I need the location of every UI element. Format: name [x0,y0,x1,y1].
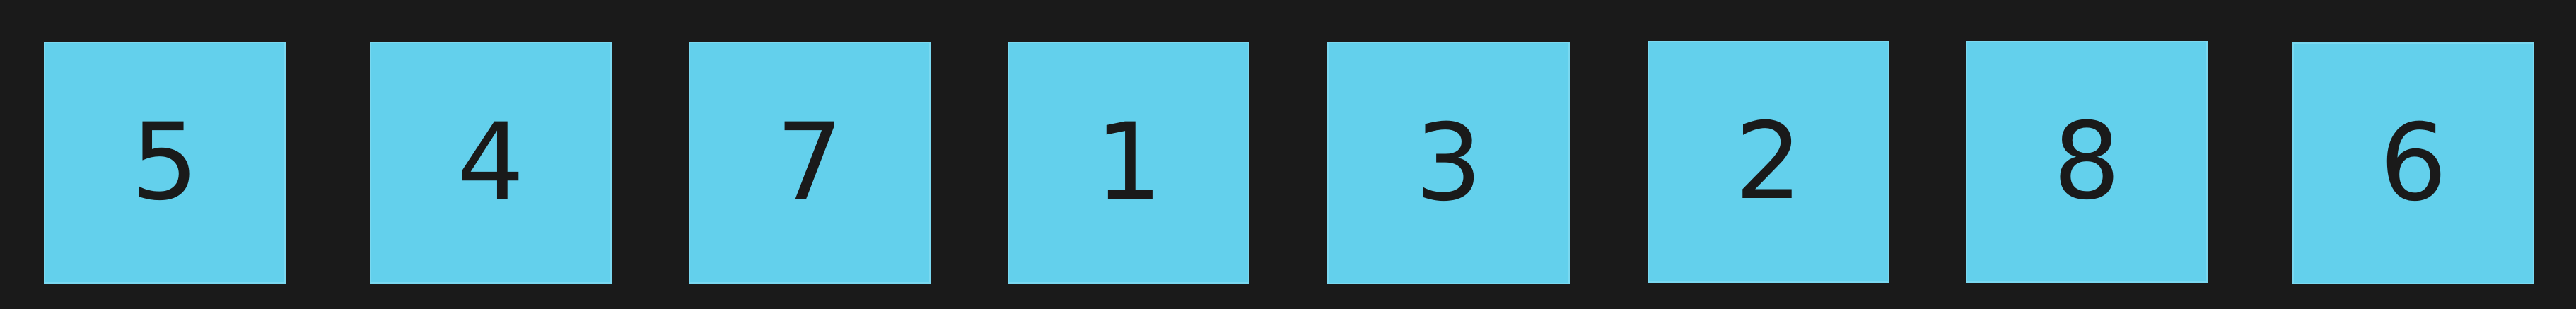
tile-value: 3 [1414,101,1483,225]
tile-value: 1 [1095,101,1162,224]
number-tile[interactable]: 7 [689,42,931,284]
tile-value: 5 [131,101,199,224]
tile-value: 7 [776,101,844,224]
number-tile[interactable]: 4 [370,42,612,284]
tile-value: 8 [2053,100,2121,223]
number-tile[interactable]: 6 [2292,42,2534,284]
number-tile[interactable]: 8 [1966,41,2208,283]
tile-value: 2 [1735,100,1802,223]
tile-value: 6 [2379,102,2447,225]
number-tile[interactable]: 1 [1008,42,1249,284]
number-tile[interactable]: 3 [1327,42,1570,284]
number-tile[interactable]: 5 [44,42,286,284]
number-tile[interactable]: 2 [1648,41,1889,283]
tile-value: 4 [457,101,525,224]
